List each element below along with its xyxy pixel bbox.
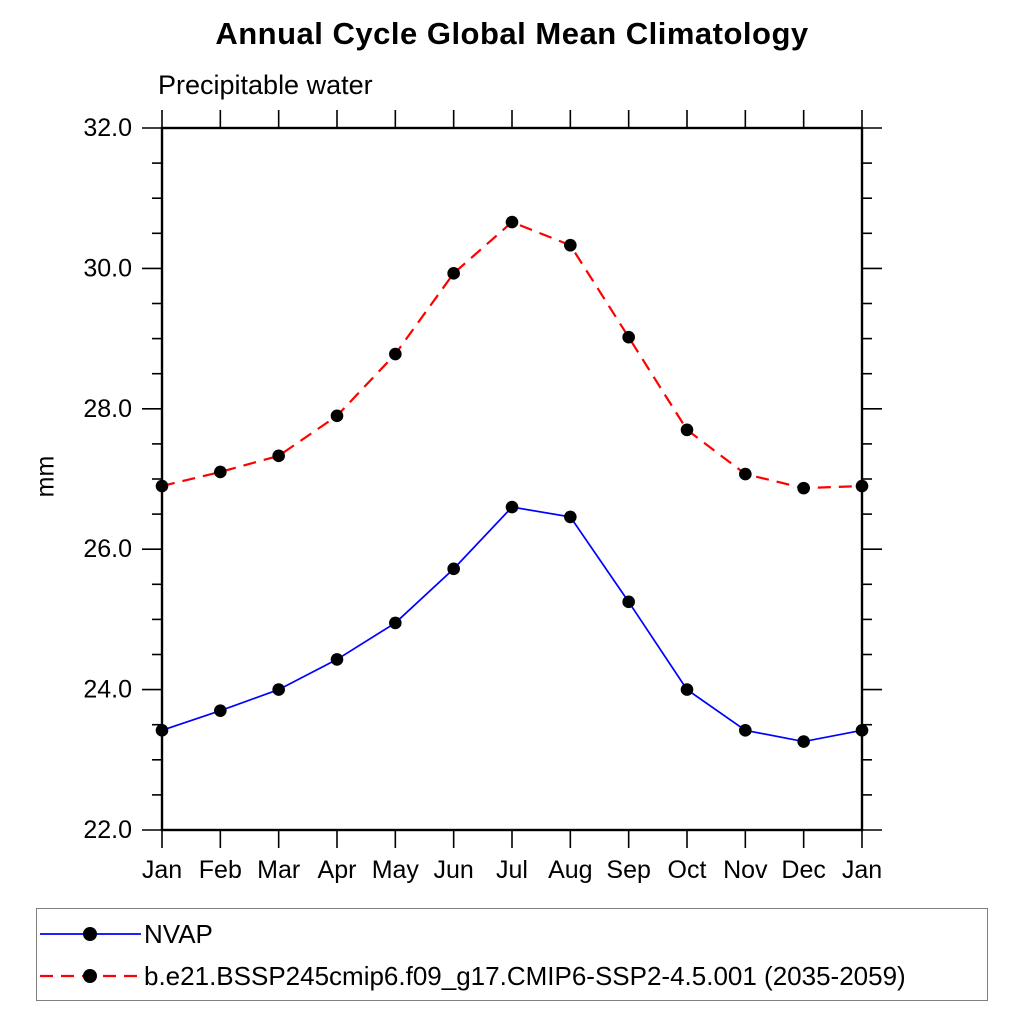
legend-sample-marker: [83, 927, 97, 941]
legend-line-sample-model: [40, 969, 141, 983]
y-axis-tick-label: 32.0: [83, 114, 132, 142]
x-axis-month-label: Jan: [842, 856, 882, 884]
legend-line-sample-nvap: [40, 927, 141, 941]
x-axis-month-label: Sep: [606, 856, 650, 884]
x-axis-month-label: Dec: [781, 856, 825, 884]
x-axis-month-label: Nov: [723, 856, 768, 884]
legend-label-nvap: NVAP: [144, 918, 213, 949]
series-marker-model: [214, 465, 227, 479]
series-marker-nvap: [855, 724, 869, 737]
y-axis-tick-label: 28.0: [83, 395, 132, 423]
series-marker-model: [272, 449, 285, 463]
x-axis-month-label: Oct: [668, 856, 707, 884]
legend-label-model: b.e21.BSSP245cmip6.f09_g17.CMIP6-SSP2-4.…: [144, 960, 906, 991]
x-axis-month-label: Jun: [434, 856, 474, 884]
y-axis-tick-label: 26.0: [83, 535, 132, 563]
series-marker-nvap: [739, 724, 752, 737]
series-marker-nvap: [564, 510, 577, 524]
legend-sample-marker: [83, 969, 97, 983]
series-marker-model: [680, 423, 694, 437]
series-marker-nvap: [622, 595, 635, 609]
series-marker-model: [389, 347, 402, 361]
x-axis-month-label: Jan: [142, 856, 182, 884]
series-line-nvap: [161, 506, 863, 743]
series-marker-nvap: [797, 735, 810, 748]
series-marker-nvap: [389, 616, 402, 630]
legend-entry-model: b.e21.BSSP245cmip6.f09_g17.CMIP6-SSP2-4.…: [40, 956, 906, 996]
series-marker-nvap: [330, 653, 344, 666]
series-marker-model: [564, 238, 577, 252]
series-marker-model: [505, 215, 519, 229]
legend: NVAP b.e21.BSSP245cmip6.f09_g17.CMIP6-SS…: [36, 908, 988, 1001]
y-axis-tick-label: 22.0: [83, 816, 132, 844]
series-line-model: [161, 220, 863, 490]
y-axis-tick-label: 24.0: [83, 676, 132, 704]
chart-title: Annual Cycle Global Mean Climatology: [215, 16, 809, 51]
series-marker-model: [739, 467, 752, 481]
series-marker-model: [622, 330, 635, 344]
series-marker-nvap: [272, 683, 285, 696]
series-marker-nvap: [155, 724, 169, 737]
plot-frame: [160, 126, 864, 832]
chart-subtitle: Precipitable water: [158, 70, 373, 100]
series-marker-model: [855, 479, 869, 493]
x-axis-month-label: Jul: [496, 856, 528, 884]
x-axis-month-label: Apr: [318, 856, 357, 884]
series-marker-model: [797, 481, 810, 495]
series-marker-model: [155, 479, 169, 493]
x-axis-month-label: Mar: [257, 856, 300, 884]
x-axis-month-label: May: [372, 856, 420, 884]
series-marker-nvap: [214, 704, 227, 717]
y-axis-tick-label: 30.0: [83, 254, 132, 282]
series-marker-nvap: [447, 562, 460, 576]
x-axis-month-label: Feb: [199, 856, 242, 884]
series-marker-nvap: [680, 683, 694, 696]
series-marker-nvap: [505, 500, 519, 514]
legend-entry-nvap: NVAP: [40, 914, 213, 954]
series-marker-model: [330, 409, 344, 423]
series-marker-model: [447, 267, 460, 280]
x-axis-month-label: Aug: [548, 856, 592, 884]
